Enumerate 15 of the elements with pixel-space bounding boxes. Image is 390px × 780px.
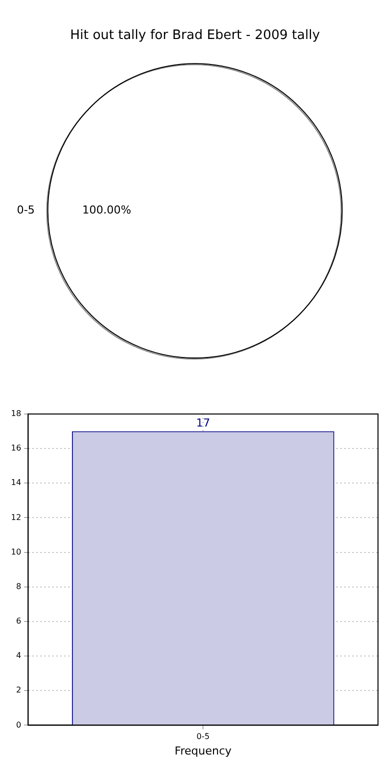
slice-label: 0-5 [16,204,35,217]
y-tick-label: 0 [16,720,22,730]
y-tick-label: 18 [10,409,22,418]
y-tick-label: 14 [10,478,22,488]
y-tick-label: 8 [16,582,22,591]
y-tick-label: 4 [16,651,22,660]
y-tick-label: 6 [16,616,22,626]
chart-title: Hit out tally for Brad Ebert - 2009 tally [70,28,320,44]
y-tick-label: 16 [10,444,22,453]
data-label: 17 [196,416,210,430]
y-tick-label: 2 [16,686,22,695]
y-tick-label: 12 [10,512,22,522]
y-tick-label: 10 [10,547,22,556]
data-label: 100.00% [82,204,132,217]
x-axis-title: Frequency [174,744,232,758]
